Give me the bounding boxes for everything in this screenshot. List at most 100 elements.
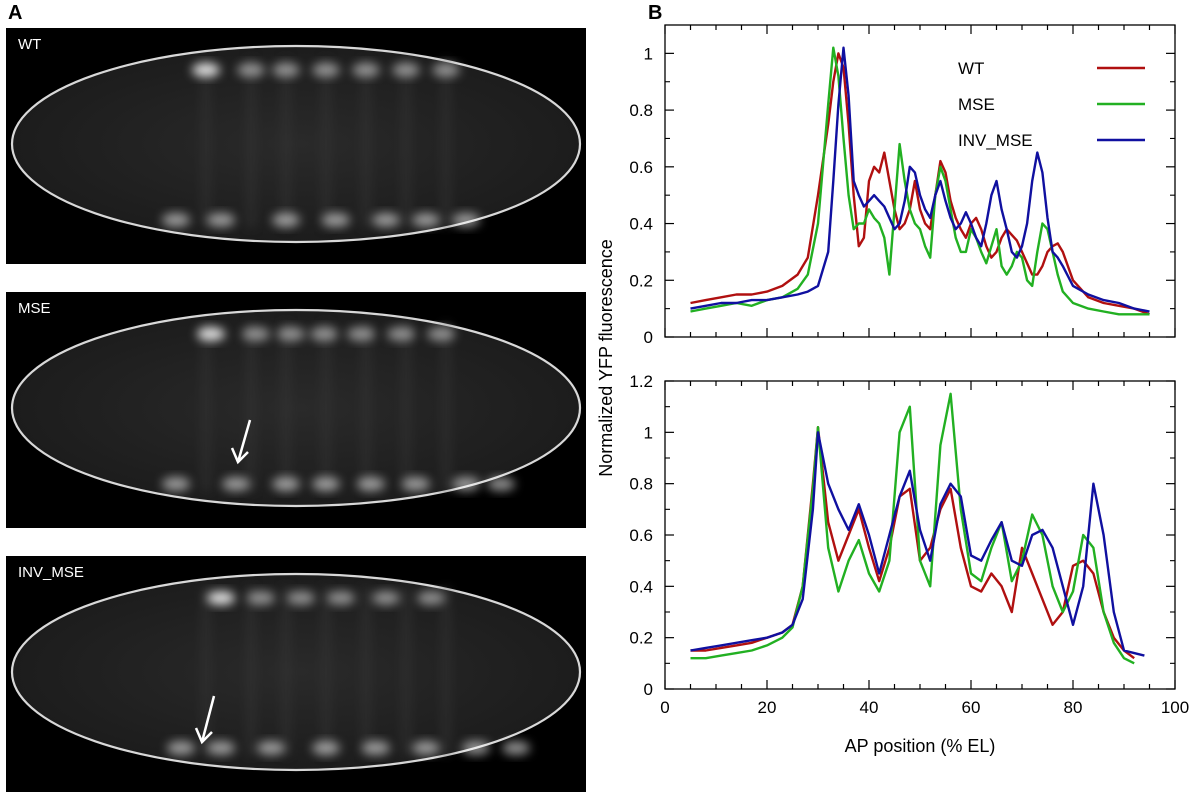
embryo-spot [312,477,340,491]
embryo-stripe [360,58,372,228]
y-tick-label: 1.2 [629,372,653,391]
embryo-spot [197,327,225,341]
embryo-spot [312,741,340,755]
embryo-image-wt: WT [6,28,586,264]
x-tick-label: 40 [860,698,879,717]
plot-frame [664,24,1176,338]
series-line-inv-mse [690,431,1145,657]
y-tick-label: 0.4 [629,215,653,234]
legend-entry-label: WT [958,59,984,78]
embryo-spot [372,213,400,227]
embryo-stripe [320,322,332,492]
embryo-outline [10,44,582,244]
embryo-spot [287,591,315,605]
embryo-spot [167,741,195,755]
embryo-spot [347,327,375,341]
embryo-stripe [440,58,452,228]
embryo-stripe [400,58,412,228]
chart-top: 0 0.2 0.4 0.6 0.8 1 WT MSE INV_MSE [629,24,1176,347]
series-line-inv-mse [690,46,1150,313]
embryo-spot [452,477,480,491]
y-tick-label: 0.4 [629,577,653,596]
embryo-stripe [360,586,372,756]
chart-bottom: 0 20 40 60 80 100 0 0.2 0.4 0.6 0.8 1 1.2 [629,372,1189,717]
y-axis-title: Normalized YFP fluorescence [596,239,616,476]
x-tick-label: 60 [962,698,981,717]
embryo-image-mse: MSE [6,292,586,528]
embryo-spot [357,477,385,491]
embryo-spot [207,741,235,755]
arrow-icon [194,695,216,745]
embryo-spot [242,327,270,341]
embryo-stripe [245,322,257,492]
embryo-stripe [320,58,332,228]
y-tick-label: 0.8 [629,101,653,120]
panel-a-letter: A [8,2,23,24]
y-tick-label: 0.6 [629,526,653,545]
embryo-spot [237,63,265,77]
embryo-spot [417,591,445,605]
embryo-label-wt: WT [18,36,42,53]
embryo-stripe [245,58,257,228]
panel-b-letter: B [648,2,663,24]
embryo-spot [162,477,190,491]
series-line-mse [690,392,1135,665]
embryo-spot [352,63,380,77]
embryo-spot [362,741,390,755]
embryo-stripe [280,58,292,228]
panel-b-plots: 0 0.2 0.4 0.6 0.8 1 WT MSE INV_MSE 0 20 40 60 80 100 0 0… [590,0,1194,800]
embryo-spot [402,477,430,491]
embryo-stripe [440,586,452,756]
embryo-spot [427,327,455,341]
embryo-drawing [10,44,582,244]
embryo-stripe [200,58,212,228]
embryo-stripe [320,586,332,756]
y-tick-label: 0 [644,328,653,347]
y-tick-label: 1 [644,44,653,63]
embryo-image-inv-mse: INV_MSE [6,556,586,792]
embryo-label-mse: MSE [18,300,51,317]
embryo-stripe [280,586,292,756]
embryo-spot [247,591,275,605]
embryo-spot [487,477,515,491]
embryo-spot [372,591,400,605]
embryo-stripe [400,322,412,492]
y-tick-label: 0.2 [629,629,653,648]
y-tick-label: 0.6 [629,158,653,177]
embryo-stripe [280,322,292,492]
embryo-spot [192,63,220,77]
y-tick-label: 0.8 [629,475,653,494]
arrow-icon [230,419,252,465]
legend-entry-label: INV_MSE [958,131,1033,150]
x-tick-label: 100 [1161,698,1189,717]
embryo-spot [452,213,480,227]
x-tick-label: 20 [758,698,777,717]
x-axis-title: AP position (% EL) [845,736,996,756]
embryo-spot [462,741,490,755]
embryo-drawing [10,308,582,508]
embryo-spot [327,591,355,605]
embryo-spot [310,327,338,341]
y-tick-label: 0 [644,680,653,699]
embryo-spot [207,591,235,605]
embryo-drawing [10,572,582,772]
embryo-spot [272,477,300,491]
embryo-outline [10,308,582,508]
embryo-stripe [245,586,257,756]
y-tick-label: 1 [644,423,653,442]
embryo-stripe [200,322,212,492]
embryo-outline [10,572,582,772]
embryo-spot [387,327,415,341]
embryo-spot [272,63,300,77]
embryo-spot [277,327,305,341]
embryo-stripe [360,322,372,492]
embryo-spot [392,63,420,77]
series-line-wt [690,52,1150,316]
embryo-stripe [400,586,412,756]
embryo-spot [222,477,250,491]
embryo-spot [322,213,350,227]
x-tick-label: 0 [660,698,669,717]
embryo-spot [412,741,440,755]
x-tick-label: 80 [1064,698,1083,717]
